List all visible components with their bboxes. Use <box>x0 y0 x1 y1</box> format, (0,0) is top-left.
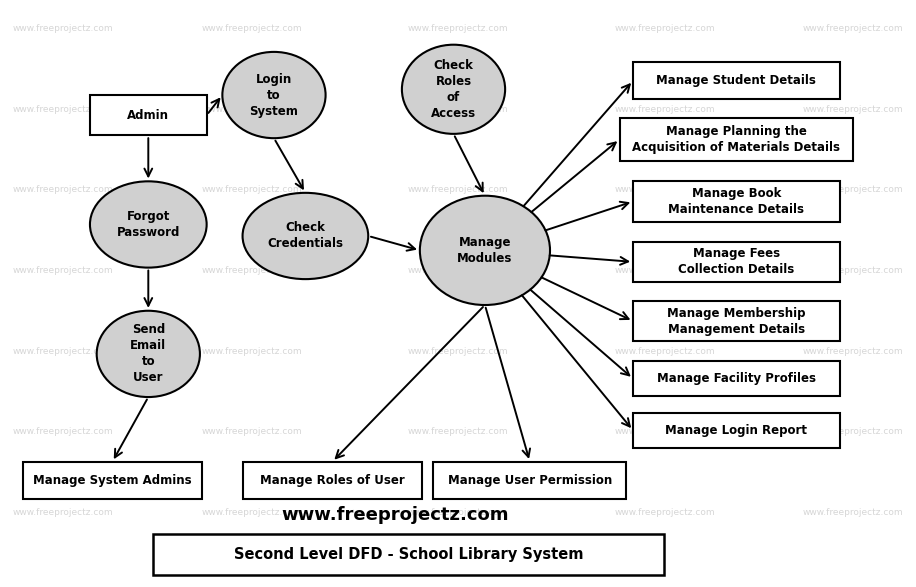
Text: Manage Planning the
Acquisition of Materials Details: Manage Planning the Acquisition of Mater… <box>632 125 840 154</box>
Text: www.freeprojectz.com: www.freeprojectz.com <box>202 508 302 517</box>
Text: www.freeprojectz.com: www.freeprojectz.com <box>202 346 302 356</box>
Text: www.freeprojectz.com: www.freeprojectz.com <box>802 266 903 275</box>
Text: Manage Student Details: Manage Student Details <box>657 74 816 87</box>
Text: Manage System Admins: Manage System Admins <box>33 474 191 487</box>
Text: Manage Fees
Collection Details: Manage Fees Collection Details <box>678 247 794 276</box>
Ellipse shape <box>243 193 368 279</box>
Text: Manage Login Report: Manage Login Report <box>665 424 807 437</box>
Text: www.freeprojectz.com: www.freeprojectz.com <box>802 508 903 517</box>
Text: www.freeprojectz.com: www.freeprojectz.com <box>408 25 508 33</box>
Text: www.freeprojectz.com: www.freeprojectz.com <box>614 25 714 33</box>
Text: Manage Roles of User: Manage Roles of User <box>260 474 405 487</box>
Text: www.freeprojectz.com: www.freeprojectz.com <box>802 185 903 194</box>
Ellipse shape <box>97 311 200 397</box>
Text: www.freeprojectz.com: www.freeprojectz.com <box>13 427 114 436</box>
Ellipse shape <box>223 52 325 138</box>
Ellipse shape <box>402 45 505 134</box>
Text: www.freeprojectz.com: www.freeprojectz.com <box>202 25 302 33</box>
Text: www.freeprojectz.com: www.freeprojectz.com <box>13 266 114 275</box>
Text: www.freeprojectz.com: www.freeprojectz.com <box>13 185 114 194</box>
Text: www.freeprojectz.com: www.freeprojectz.com <box>202 266 302 275</box>
Text: www.freeprojectz.com: www.freeprojectz.com <box>614 185 714 194</box>
Ellipse shape <box>420 195 550 305</box>
Text: Check
Credentials: Check Credentials <box>267 221 344 251</box>
Text: Manage
Modules: Manage Modules <box>457 236 513 265</box>
FancyBboxPatch shape <box>243 462 422 499</box>
Text: www.freeprojectz.com: www.freeprojectz.com <box>408 427 508 436</box>
FancyBboxPatch shape <box>633 242 840 282</box>
Text: www.freeprojectz.com: www.freeprojectz.com <box>614 346 714 356</box>
Text: www.freeprojectz.com: www.freeprojectz.com <box>614 105 714 114</box>
FancyBboxPatch shape <box>633 181 840 221</box>
Text: Send
Email
to
User: Send Email to User <box>130 323 167 384</box>
FancyBboxPatch shape <box>633 62 840 99</box>
Text: www.freeprojectz.com: www.freeprojectz.com <box>13 105 114 114</box>
Text: www.freeprojectz.com: www.freeprojectz.com <box>802 105 903 114</box>
Text: Forgot
Password: Forgot Password <box>116 210 180 239</box>
FancyBboxPatch shape <box>433 462 627 499</box>
Text: www.freeprojectz.com: www.freeprojectz.com <box>408 266 508 275</box>
Text: Manage User Permission: Manage User Permission <box>448 474 612 487</box>
Text: www.freeprojectz.com: www.freeprojectz.com <box>281 506 509 524</box>
FancyBboxPatch shape <box>633 362 840 396</box>
Text: Login
to
System: Login to System <box>249 73 299 117</box>
FancyBboxPatch shape <box>153 534 664 575</box>
FancyBboxPatch shape <box>633 301 840 341</box>
Text: www.freeprojectz.com: www.freeprojectz.com <box>802 427 903 436</box>
FancyBboxPatch shape <box>633 413 840 448</box>
Text: Manage Membership
Management Details: Manage Membership Management Details <box>667 306 805 336</box>
Text: www.freeprojectz.com: www.freeprojectz.com <box>408 346 508 356</box>
Text: www.freeprojectz.com: www.freeprojectz.com <box>614 508 714 517</box>
Text: www.freeprojectz.com: www.freeprojectz.com <box>408 508 508 517</box>
Text: www.freeprojectz.com: www.freeprojectz.com <box>408 105 508 114</box>
Text: Admin: Admin <box>127 109 169 122</box>
Text: www.freeprojectz.com: www.freeprojectz.com <box>202 427 302 436</box>
Text: www.freeprojectz.com: www.freeprojectz.com <box>13 25 114 33</box>
Text: Manage Facility Profiles: Manage Facility Profiles <box>657 372 816 385</box>
Text: Manage Book
Maintenance Details: Manage Book Maintenance Details <box>669 187 804 216</box>
Text: www.freeprojectz.com: www.freeprojectz.com <box>408 185 508 194</box>
Text: www.freeprojectz.com: www.freeprojectz.com <box>802 25 903 33</box>
Text: www.freeprojectz.com: www.freeprojectz.com <box>13 346 114 356</box>
Text: www.freeprojectz.com: www.freeprojectz.com <box>614 266 714 275</box>
FancyBboxPatch shape <box>90 95 207 135</box>
Text: www.freeprojectz.com: www.freeprojectz.com <box>802 346 903 356</box>
Text: www.freeprojectz.com: www.freeprojectz.com <box>202 185 302 194</box>
Ellipse shape <box>90 181 207 268</box>
Text: www.freeprojectz.com: www.freeprojectz.com <box>202 105 302 114</box>
Text: www.freeprojectz.com: www.freeprojectz.com <box>13 508 114 517</box>
FancyBboxPatch shape <box>619 118 853 161</box>
Text: Check
Roles
of
Access: Check Roles of Access <box>431 59 476 120</box>
FancyBboxPatch shape <box>23 462 202 499</box>
Text: Second Level DFD - School Library System: Second Level DFD - School Library System <box>234 547 583 562</box>
Text: www.freeprojectz.com: www.freeprojectz.com <box>614 427 714 436</box>
